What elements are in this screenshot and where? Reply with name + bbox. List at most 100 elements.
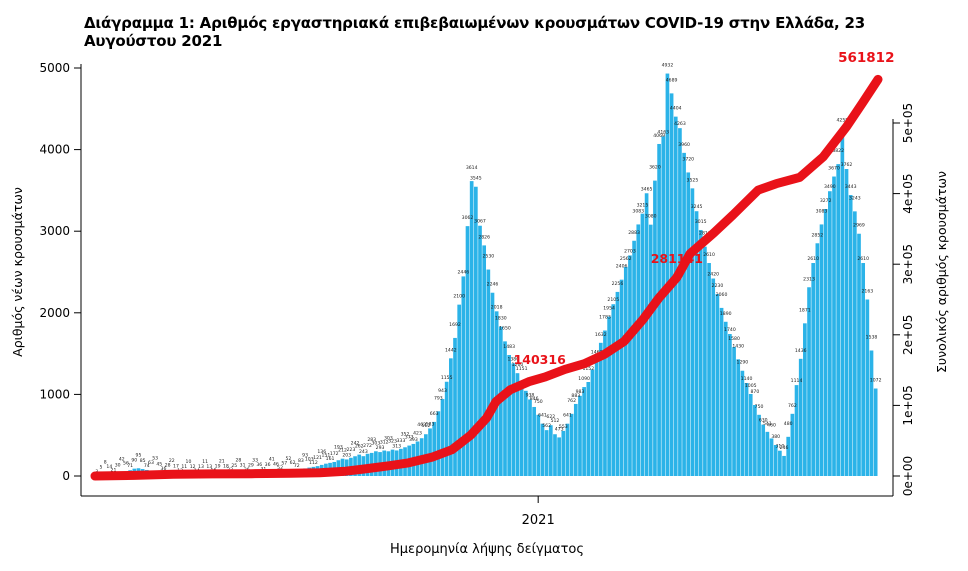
bar-label: 42 [119, 457, 125, 463]
bar-label: 19 [215, 463, 221, 469]
bar [544, 430, 549, 476]
bar-label: 95 [136, 452, 142, 458]
bar-label: 2883 [628, 230, 640, 236]
bar-label: 1090 [578, 376, 590, 382]
bar-label: 750 [534, 399, 543, 405]
bar-label: 460 [767, 422, 776, 428]
left-tick-label: 5000 [39, 61, 70, 75]
bar-label: 11 [181, 464, 187, 470]
bar-label: 17 [173, 464, 179, 470]
bar-label: 3762 [841, 162, 853, 168]
bar-label: 3083 [632, 208, 644, 214]
bar [553, 434, 557, 476]
bar-label: 630 [759, 418, 768, 424]
bar-label: 52 [285, 456, 291, 462]
bar-label: 4932 [662, 63, 674, 69]
bar [461, 276, 466, 476]
bar [790, 413, 795, 476]
bar [503, 341, 507, 476]
left-axis-title: Αριθμός νέων κρουσμάτων [10, 187, 25, 357]
bar-label: 62 [290, 460, 296, 466]
bar-label: 136 [317, 449, 326, 455]
bar [607, 316, 611, 476]
bar [594, 356, 599, 476]
bar [690, 188, 695, 477]
bar [653, 180, 657, 477]
bar-label: 46 [273, 461, 279, 467]
bar-label: 2562 [620, 256, 632, 262]
bar-label: 2703 [624, 248, 636, 254]
bar-label: 3614 [466, 165, 478, 171]
bar-label: 36 [265, 462, 271, 468]
bar-label: 85 [140, 458, 146, 464]
bar [657, 143, 661, 476]
bar [703, 246, 707, 476]
bar-label: 112 [309, 460, 318, 466]
bar [707, 263, 711, 476]
bar-label: 36 [256, 462, 262, 468]
bar [515, 373, 520, 476]
bar-label: 93 [302, 452, 308, 458]
bar [723, 321, 728, 476]
bar-label: 83 [298, 458, 304, 464]
bar [744, 382, 749, 476]
bar-label: 28 [236, 458, 242, 464]
bar [761, 424, 766, 476]
bar-label: 641 [538, 413, 547, 419]
bar-label: 3525 [687, 177, 699, 183]
bar [698, 229, 703, 476]
bar [719, 307, 724, 476]
bar [786, 436, 791, 476]
bar-label: 1155 [441, 375, 453, 381]
bar [811, 263, 816, 476]
bar-label: 393 [409, 437, 418, 443]
bar-label: 333 [396, 438, 405, 444]
left-tick-label: 2000 [39, 306, 70, 320]
bar-label: 762 [567, 398, 576, 404]
bar-label: 762 [788, 403, 797, 409]
left-tick-label: 3000 [39, 224, 70, 238]
bar [561, 430, 566, 476]
bar [611, 304, 616, 476]
left-axis: 0 1000 2000 3000 4000 5000 [39, 61, 81, 483]
bar-label: 2530 [482, 254, 494, 260]
bar [511, 363, 516, 476]
bar-label: 52 [277, 465, 283, 471]
bar-label: 28 [165, 463, 171, 469]
bar-label: 53 [152, 456, 158, 462]
bar-label: 3465 [641, 186, 653, 192]
bar [732, 347, 736, 476]
bar [465, 226, 470, 476]
bar-label: 4404 [670, 106, 682, 112]
bar-label: 2610 [807, 256, 819, 262]
bar-label: 72 [294, 463, 300, 469]
bar-label: 1072 [870, 378, 882, 384]
bar [590, 369, 595, 476]
bar-label: 36 [161, 466, 167, 472]
right-tick-label: 3e+05 [901, 244, 915, 284]
bar-label: 846 [530, 396, 539, 402]
bar [578, 395, 582, 476]
bar-label: 22 [169, 458, 175, 464]
bar-label: 1430 [732, 343, 744, 349]
bar-label: 2100 [453, 294, 465, 300]
bar-label: 323 [388, 439, 397, 445]
bar [632, 240, 636, 476]
bar-label: 3243 [849, 195, 861, 201]
bar-label: 2230 [712, 283, 724, 289]
bar [565, 423, 570, 476]
bar [661, 136, 666, 477]
bar-label: 4258 [836, 118, 848, 124]
bar-label: 4689 [666, 77, 678, 83]
bar-label: 243 [359, 449, 368, 455]
bar [686, 172, 691, 476]
bar-label: 10 [186, 459, 192, 465]
bar-label: 1152 [582, 366, 594, 372]
left-tick-label: 4000 [39, 143, 70, 157]
bar [778, 450, 782, 476]
bar [440, 399, 445, 476]
bar-label: 1580 [728, 336, 740, 342]
bar-label: 463 [417, 422, 426, 428]
bar-label: 3272 [820, 198, 832, 204]
cumulative-annotation-140316: 140316 [514, 352, 566, 367]
